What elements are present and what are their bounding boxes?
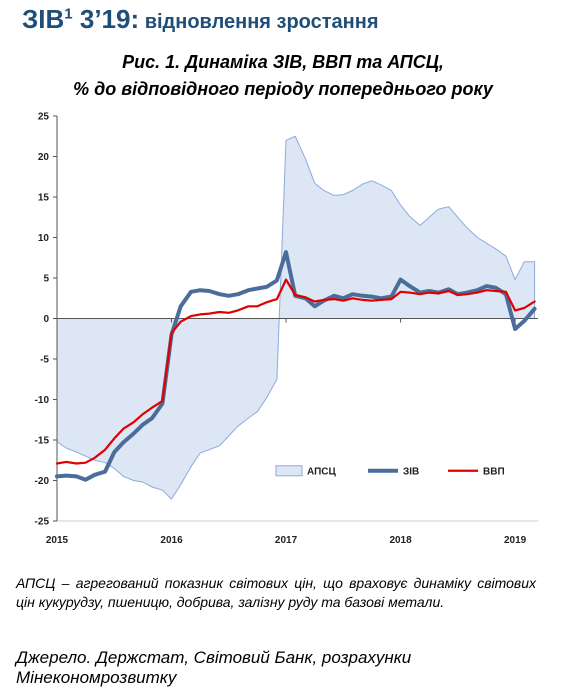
chart-note: АПСЦ – агрегований показник світових цін… bbox=[16, 575, 536, 610]
y-tick-label: -25 bbox=[35, 517, 50, 528]
legend-label: АПСЦ bbox=[307, 466, 336, 477]
header-main: ЗІВ1 3’19: bbox=[22, 4, 139, 34]
y-tick-label: 25 bbox=[38, 112, 50, 123]
x-tick-label: 2018 bbox=[389, 535, 412, 546]
header-prefix: ЗІВ bbox=[22, 4, 65, 34]
legend-label: ЗІВ bbox=[403, 466, 419, 477]
figure-title-line1: Рис. 1. Динаміка ЗІВ, ВВП та АПСЦ, bbox=[122, 52, 444, 72]
area-layer bbox=[56, 135, 536, 500]
y-tick-label: 0 bbox=[43, 314, 49, 325]
legend: АПСЦ ЗІВ ВВП bbox=[275, 465, 505, 477]
tick-labels-layer: -25 -20 -15 -10 -5 0 5 10 15 20 25 2015 2016 2017 2018… bbox=[35, 112, 527, 547]
page-header: ЗІВ1 3’19: відновлення зростання bbox=[22, 4, 379, 35]
header-footnote-mark: 1 bbox=[64, 5, 73, 23]
y-tick-label: -15 bbox=[35, 436, 50, 447]
x-tick-label: 2015 bbox=[46, 535, 69, 546]
line-series-2 bbox=[55, 278, 536, 465]
axes-layer bbox=[53, 115, 538, 522]
y-tick-label: 15 bbox=[38, 193, 50, 204]
y-tick-label: 10 bbox=[38, 233, 50, 244]
header-subtitle: відновлення зростання bbox=[139, 11, 379, 33]
x-tick-label: 2017 bbox=[275, 535, 298, 546]
y-tick-label: -20 bbox=[35, 476, 50, 487]
x-tick-label: 2019 bbox=[504, 535, 527, 546]
x-tick-label: 2016 bbox=[160, 535, 183, 546]
figure-title-line2: % до відповідного періоду попереднього р… bbox=[73, 79, 493, 99]
header-period: 3’19: bbox=[72, 4, 140, 34]
line-chart: -25 -20 -15 -10 -5 0 5 10 15 20 25 2015 2016 2017 2018… bbox=[35, 112, 538, 547]
chart-source: Джерело. Держстат, Світовий Банк, розрах… bbox=[16, 648, 412, 687]
y-tick-label: 5 bbox=[43, 274, 49, 285]
lines-layer bbox=[55, 250, 537, 482]
y-tick-label: -10 bbox=[35, 395, 50, 406]
legend-label: ВВП bbox=[483, 466, 505, 477]
area-series-1 bbox=[56, 135, 536, 500]
y-tick-label: 20 bbox=[38, 152, 50, 163]
legend-swatch-area bbox=[275, 465, 303, 477]
y-tick-label: -5 bbox=[40, 355, 49, 366]
